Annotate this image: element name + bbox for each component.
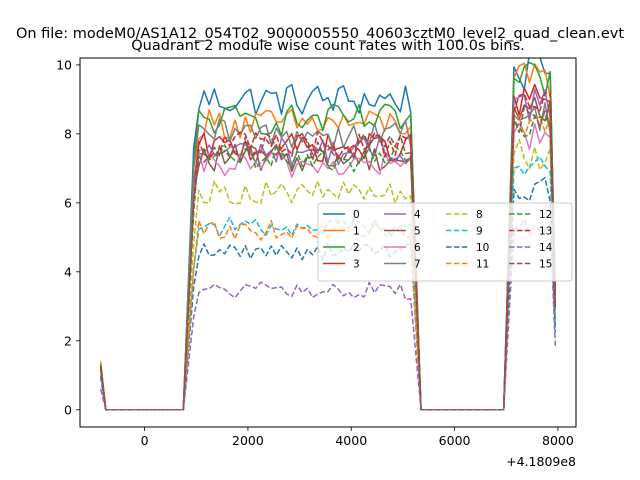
legend-label-4: 4 <box>414 209 421 221</box>
figure-suptitle: On file: modeM0/AS1A12_054T02_9000005550… <box>16 26 624 42</box>
legend-label-13: 13 <box>539 225 552 237</box>
y-tick-label: 4 <box>64 264 72 279</box>
legend-label-7: 7 <box>414 258 421 270</box>
legend-label-15: 15 <box>539 258 552 270</box>
x-axis-offset-label: +4.1809e8 <box>506 454 576 469</box>
x-tick-label: 0 <box>141 433 149 448</box>
axes-frame <box>79 57 577 428</box>
x-tick-label: 8000 <box>542 433 574 448</box>
legend-label-0: 0 <box>353 209 360 221</box>
legend-label-9: 9 <box>476 225 483 237</box>
y-tick-label: 0 <box>64 402 72 417</box>
chart-title: Quadrant 2 module wise count rates with … <box>131 38 525 54</box>
legend-label-12: 12 <box>539 209 552 221</box>
legend-label-8: 8 <box>476 209 483 221</box>
y-tick-label: 10 <box>56 57 72 72</box>
x-tick-label: 4000 <box>335 433 367 448</box>
legend-label-2: 2 <box>353 242 360 254</box>
legend-label-3: 3 <box>353 258 360 270</box>
x-tick-label: 2000 <box>232 433 264 448</box>
series-line-9 <box>99 156 557 411</box>
legend-label-14: 14 <box>539 242 553 254</box>
y-tick-label: 6 <box>64 195 72 210</box>
legend-box <box>317 202 573 282</box>
legend-label-6: 6 <box>414 242 421 254</box>
x-tick-label: 6000 <box>439 433 471 448</box>
legend-label-5: 5 <box>414 225 421 237</box>
y-tick-label: 8 <box>64 126 72 141</box>
legend-label-10: 10 <box>476 242 489 254</box>
series-line-15 <box>99 106 557 411</box>
legend-label-1: 1 <box>353 225 360 237</box>
legend-label-11: 11 <box>476 258 489 270</box>
y-tick-label: 2 <box>64 333 72 348</box>
